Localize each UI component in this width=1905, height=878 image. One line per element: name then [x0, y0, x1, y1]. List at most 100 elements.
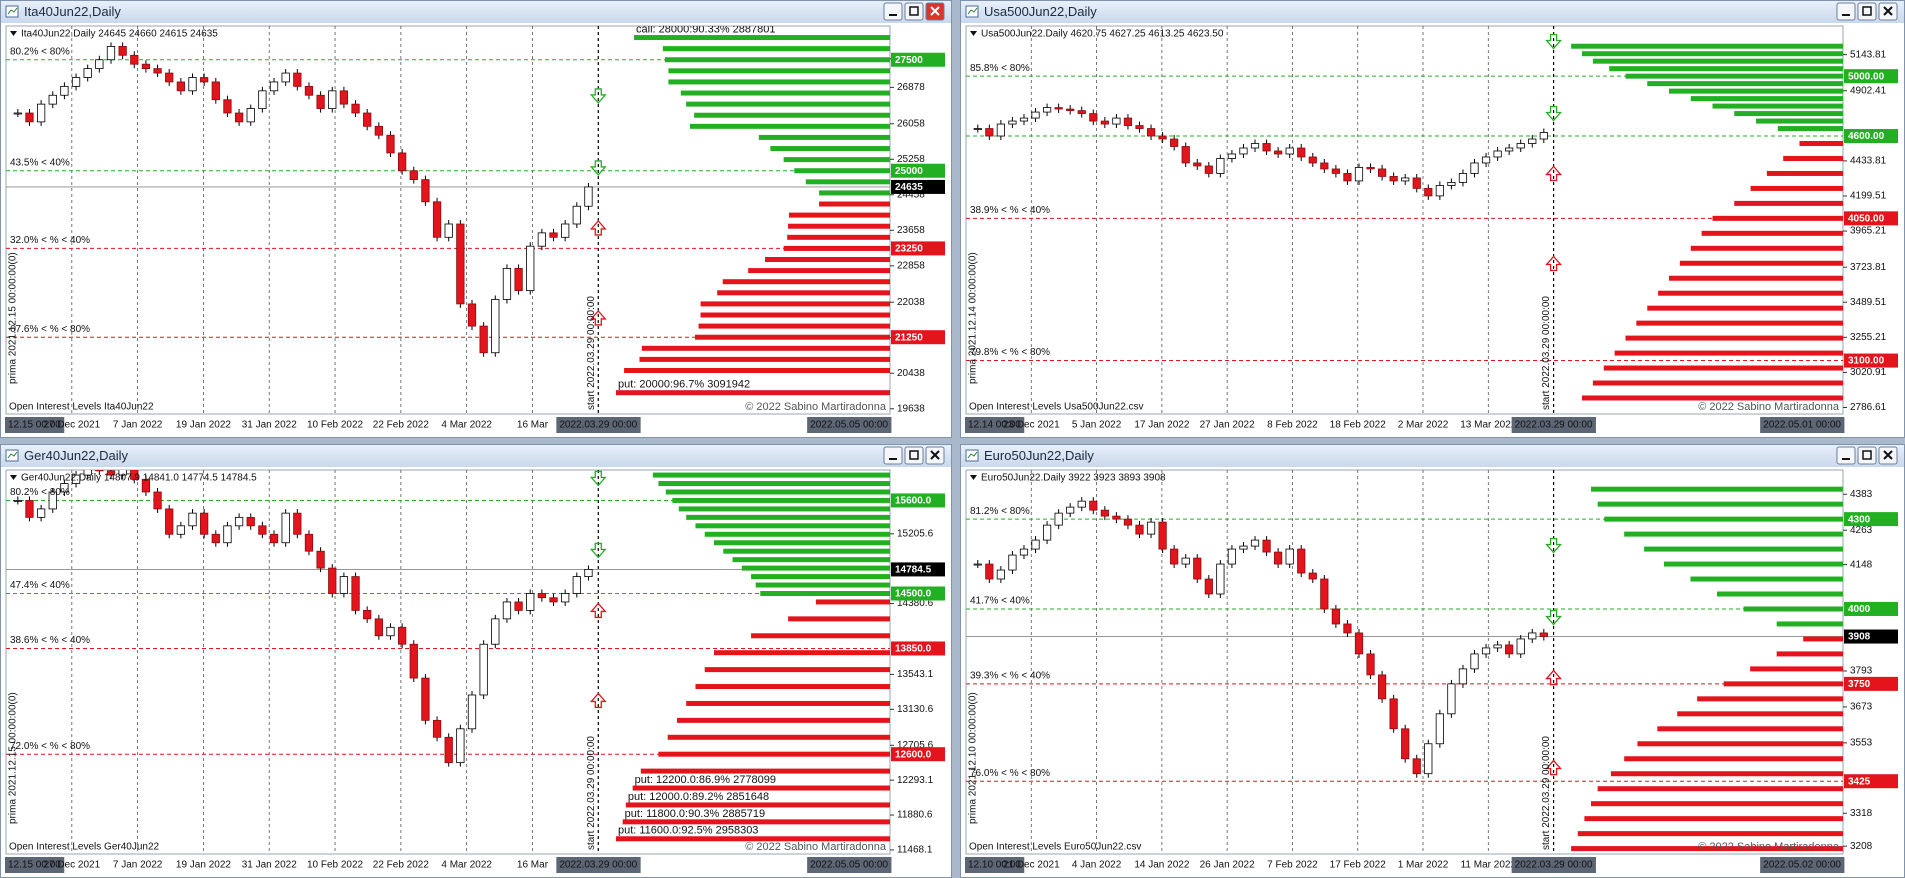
candle [1239, 147, 1248, 155]
call-oi-bar [1582, 51, 1843, 57]
put-oi-bar [1750, 666, 1843, 672]
down-arrow [589, 470, 607, 487]
put-oi-bar [788, 212, 890, 218]
window-icon [5, 449, 19, 462]
date-label: 2022.05.05 00:00 [810, 420, 888, 431]
candle [1458, 173, 1468, 183]
put-oi-bar [1636, 320, 1843, 326]
put-oi-bar [615, 390, 890, 396]
window-icon-line [7, 451, 18, 459]
down-arrow [1545, 105, 1563, 122]
candle [281, 72, 290, 83]
option-label: put: 11600.0:92.5% 2958303 [618, 825, 758, 837]
call-oi-bar [1776, 621, 1843, 627]
candle [351, 576, 360, 611]
candle [421, 677, 430, 721]
down-arrow [589, 160, 607, 176]
candle [1470, 653, 1479, 670]
date-label: 2022.05.05 00:00 [810, 860, 888, 871]
level-price-box-text: 4050.00 [1848, 213, 1885, 224]
level-label: 47.4% < 40% [10, 580, 70, 591]
candle [432, 719, 442, 738]
put-oi-bar [1723, 681, 1843, 687]
put-oi-bar [695, 334, 890, 340]
candle [153, 491, 162, 510]
call-oi-bar [723, 548, 890, 554]
level-price-box [1844, 676, 1898, 691]
candle [1216, 563, 1225, 595]
level-price-box-text: 25000 [895, 166, 923, 177]
date-label: 14 Jan 2022 [1134, 860, 1189, 871]
call-oi-bar [652, 472, 890, 478]
oi-label: Open Interest Levels Euro50Jun22.csv [969, 842, 1141, 853]
date-label-box [1760, 417, 1845, 433]
candle [1297, 548, 1306, 574]
candle [1401, 177, 1410, 182]
down-arrow [1545, 33, 1563, 50]
level-price-box-text: 3100.00 [1848, 356, 1885, 367]
window-minimize-button[interactable] [1836, 446, 1856, 465]
price-tick-label: 3318 [1850, 808, 1873, 819]
symbol-info: Usa500Jun22.Daily 4620.75 4627.25 4613.2… [981, 29, 1224, 40]
price-tick-label: 19638 [897, 403, 925, 414]
put-oi-bar [713, 650, 890, 656]
window-minimize-button[interactable] [883, 2, 903, 21]
symbol-info: Ita40Jun22.Daily 24645 24660 24615 24635 [21, 29, 218, 40]
price-tick-label: 3553 [1850, 738, 1873, 749]
put-oi-bar [632, 785, 890, 791]
put-oi-bar [1669, 275, 1843, 281]
call-oi-bar [680, 90, 890, 96]
candle [398, 626, 407, 645]
candle [374, 618, 383, 637]
date-label-box [807, 417, 892, 433]
level-price-box [891, 241, 945, 256]
date-label: 12.14 00:00 [968, 420, 1021, 431]
candle [1366, 653, 1375, 676]
window-minimize-button[interactable] [883, 446, 903, 465]
level-price-box [1844, 774, 1898, 789]
candle [1539, 132, 1548, 140]
call-oi-bar [819, 190, 890, 196]
window-maximize-button[interactable] [1857, 2, 1877, 21]
candle [363, 610, 372, 620]
down-arrow [1545, 537, 1563, 554]
last-price-box [891, 562, 945, 577]
candle [409, 643, 418, 679]
candle [1077, 500, 1086, 508]
candle [1100, 509, 1109, 517]
price-tick-label: 13130.6 [897, 704, 934, 715]
candle [1008, 120, 1017, 125]
price-tick-label: 3208 [1850, 841, 1873, 852]
window-minimize-button[interactable] [1836, 2, 1856, 21]
candle [13, 112, 22, 115]
call-oi-bar [1625, 73, 1843, 79]
put-oi-bar [1803, 636, 1843, 642]
up-arrow [589, 219, 607, 236]
up-arrow [589, 309, 607, 326]
maximize-glyph [909, 6, 919, 16]
candle [549, 597, 558, 603]
up-arrow [1545, 255, 1563, 272]
put-oi-bar [1677, 711, 1843, 717]
window-maximize-button[interactable] [904, 2, 924, 21]
candle [13, 500, 22, 502]
option-label: put: 11800.0:90.3% 2885719 [625, 808, 765, 820]
window-maximize-button[interactable] [1857, 446, 1877, 465]
candle [1505, 644, 1514, 655]
put-oi-bar [1614, 350, 1843, 356]
candle [421, 179, 430, 203]
copyright: © 2022 Sabino Martiradonna [1698, 841, 1840, 853]
candle [1308, 572, 1317, 580]
call-oi-bar [760, 590, 890, 596]
window-maximize-button[interactable] [904, 446, 924, 465]
candle [36, 508, 46, 518]
window-title: Usa500Jun22,Daily [984, 4, 1097, 19]
candle [444, 223, 453, 238]
level-price-box [1844, 512, 1898, 527]
candle [572, 205, 581, 225]
put-oi-bar [819, 201, 890, 207]
candle [1193, 557, 1202, 580]
plot: put: 12200.0:86.9% 2778099 put: 12000.0:8… [6, 470, 890, 854]
call-oi-bar [1604, 516, 1843, 522]
